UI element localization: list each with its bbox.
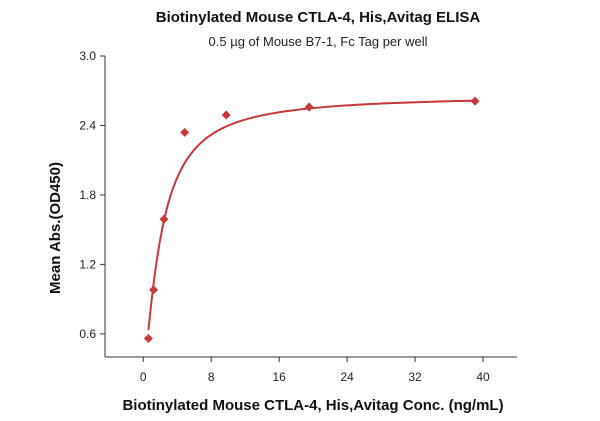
data-point-marker — [304, 102, 314, 112]
x-tick-label: 24 — [340, 370, 354, 384]
x-tick-label: 8 — [208, 370, 215, 384]
y-tick-label: 3.0 — [79, 49, 96, 63]
y-tick-label: 1.8 — [79, 188, 96, 202]
y-tick-label: 0.6 — [79, 327, 96, 341]
data-point-marker — [159, 214, 169, 224]
x-tick-label: 40 — [476, 370, 490, 384]
y-tick-label: 1.2 — [79, 257, 96, 271]
x-axis-label: Biotinylated Mouse CTLA-4, His,Avitag Co… — [122, 397, 503, 414]
data-point-marker — [221, 110, 231, 120]
data-point-marker — [180, 127, 190, 137]
y-axis-ticks: 0.6 1.2 1.8 2.4 3.0 — [79, 49, 105, 341]
x-tick-label: 16 — [272, 370, 286, 384]
x-axis-ticks: 0 8 16 24 32 40 — [140, 357, 490, 384]
data-point-marker — [149, 285, 159, 295]
chart-subtitle: 0.5 µg of Mouse B7-1, Fc Tag per well — [209, 34, 428, 49]
x-tick-label: 32 — [408, 370, 422, 384]
y-axis-label: Mean Abs.(OD450) — [47, 162, 64, 294]
x-tick-label: 0 — [140, 370, 147, 384]
data-points — [143, 96, 480, 343]
chart-title: Biotinylated Mouse CTLA-4, His,Avitag EL… — [156, 9, 481, 26]
fit-curve-line — [147, 99, 476, 331]
y-tick-label: 2.4 — [79, 118, 96, 132]
data-point-marker — [470, 96, 480, 106]
plot-area: 0.6 1.2 1.8 2.4 3.0 0 8 16 24 32 40 — [79, 49, 517, 384]
data-point-marker — [143, 333, 153, 343]
